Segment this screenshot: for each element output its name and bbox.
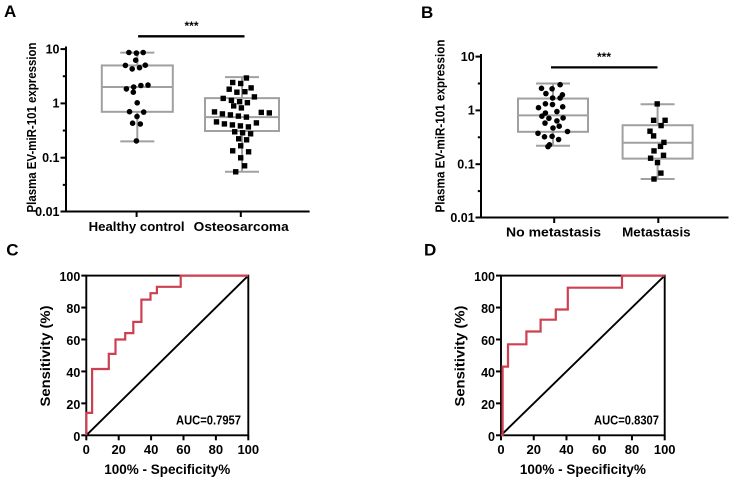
svg-text:20: 20 bbox=[66, 398, 80, 412]
svg-text:10: 10 bbox=[46, 42, 60, 56]
svg-text:0.01: 0.01 bbox=[450, 211, 474, 225]
svg-text:1: 1 bbox=[53, 97, 60, 111]
svg-text:100: 100 bbox=[474, 270, 495, 284]
svg-text:0.01: 0.01 bbox=[35, 205, 59, 219]
svg-text:Sensitivity (%): Sensitivity (%) bbox=[38, 306, 53, 407]
svg-text:0: 0 bbox=[488, 430, 495, 444]
svg-text:60: 60 bbox=[592, 442, 606, 457]
svg-text:***: *** bbox=[184, 19, 198, 33]
svg-text:1: 1 bbox=[468, 104, 475, 118]
svg-text:40: 40 bbox=[481, 366, 495, 380]
svg-text:100: 100 bbox=[59, 270, 80, 284]
svg-text:Sensitivity (%): Sensitivity (%) bbox=[453, 306, 468, 407]
svg-text:100% - Specificity%: 100% - Specificity% bbox=[104, 462, 230, 477]
svg-text:60: 60 bbox=[66, 334, 80, 348]
svg-text:80: 80 bbox=[625, 442, 639, 457]
svg-text:0.1: 0.1 bbox=[457, 158, 474, 172]
svg-text:10: 10 bbox=[461, 50, 475, 64]
svg-text:Metastasis: Metastasis bbox=[622, 225, 691, 240]
svg-text:60: 60 bbox=[176, 442, 190, 457]
svg-text:100% - Specificity%: 100% - Specificity% bbox=[520, 462, 646, 477]
svg-text:Plasma EV-miR-101 expression: Plasma EV-miR-101 expression bbox=[434, 40, 448, 213]
svg-text:0: 0 bbox=[73, 430, 80, 444]
svg-text:0: 0 bbox=[497, 442, 504, 457]
svg-text:***: *** bbox=[597, 50, 611, 64]
svg-text:A: A bbox=[4, 2, 16, 21]
svg-text:100: 100 bbox=[654, 442, 676, 457]
svg-text:AUC=0.8307: AUC=0.8307 bbox=[594, 414, 659, 428]
svg-text:80: 80 bbox=[209, 442, 223, 457]
svg-text:Healthy control: Healthy control bbox=[89, 219, 185, 234]
svg-text:AUC=0.7957: AUC=0.7957 bbox=[176, 414, 241, 428]
svg-text:No metastasis: No metastasis bbox=[506, 225, 601, 240]
svg-text:100: 100 bbox=[237, 442, 259, 457]
svg-text:80: 80 bbox=[481, 302, 495, 316]
svg-text:C: C bbox=[6, 241, 18, 260]
svg-text:20: 20 bbox=[111, 442, 125, 457]
svg-text:40: 40 bbox=[559, 442, 573, 457]
svg-text:0: 0 bbox=[83, 442, 90, 457]
svg-text:B: B bbox=[421, 3, 433, 22]
svg-text:20: 20 bbox=[527, 442, 541, 457]
svg-text:Osteosarcoma: Osteosarcoma bbox=[194, 219, 290, 234]
svg-text:60: 60 bbox=[481, 334, 495, 348]
svg-text:40: 40 bbox=[144, 442, 158, 457]
svg-text:40: 40 bbox=[66, 366, 80, 380]
svg-text:D: D bbox=[424, 241, 436, 260]
svg-text:0.1: 0.1 bbox=[42, 151, 59, 165]
svg-text:80: 80 bbox=[66, 302, 80, 316]
svg-text:20: 20 bbox=[481, 398, 495, 412]
svg-text:Plasma EV-miR-101 expression: Plasma EV-miR-101 expression bbox=[25, 43, 39, 213]
